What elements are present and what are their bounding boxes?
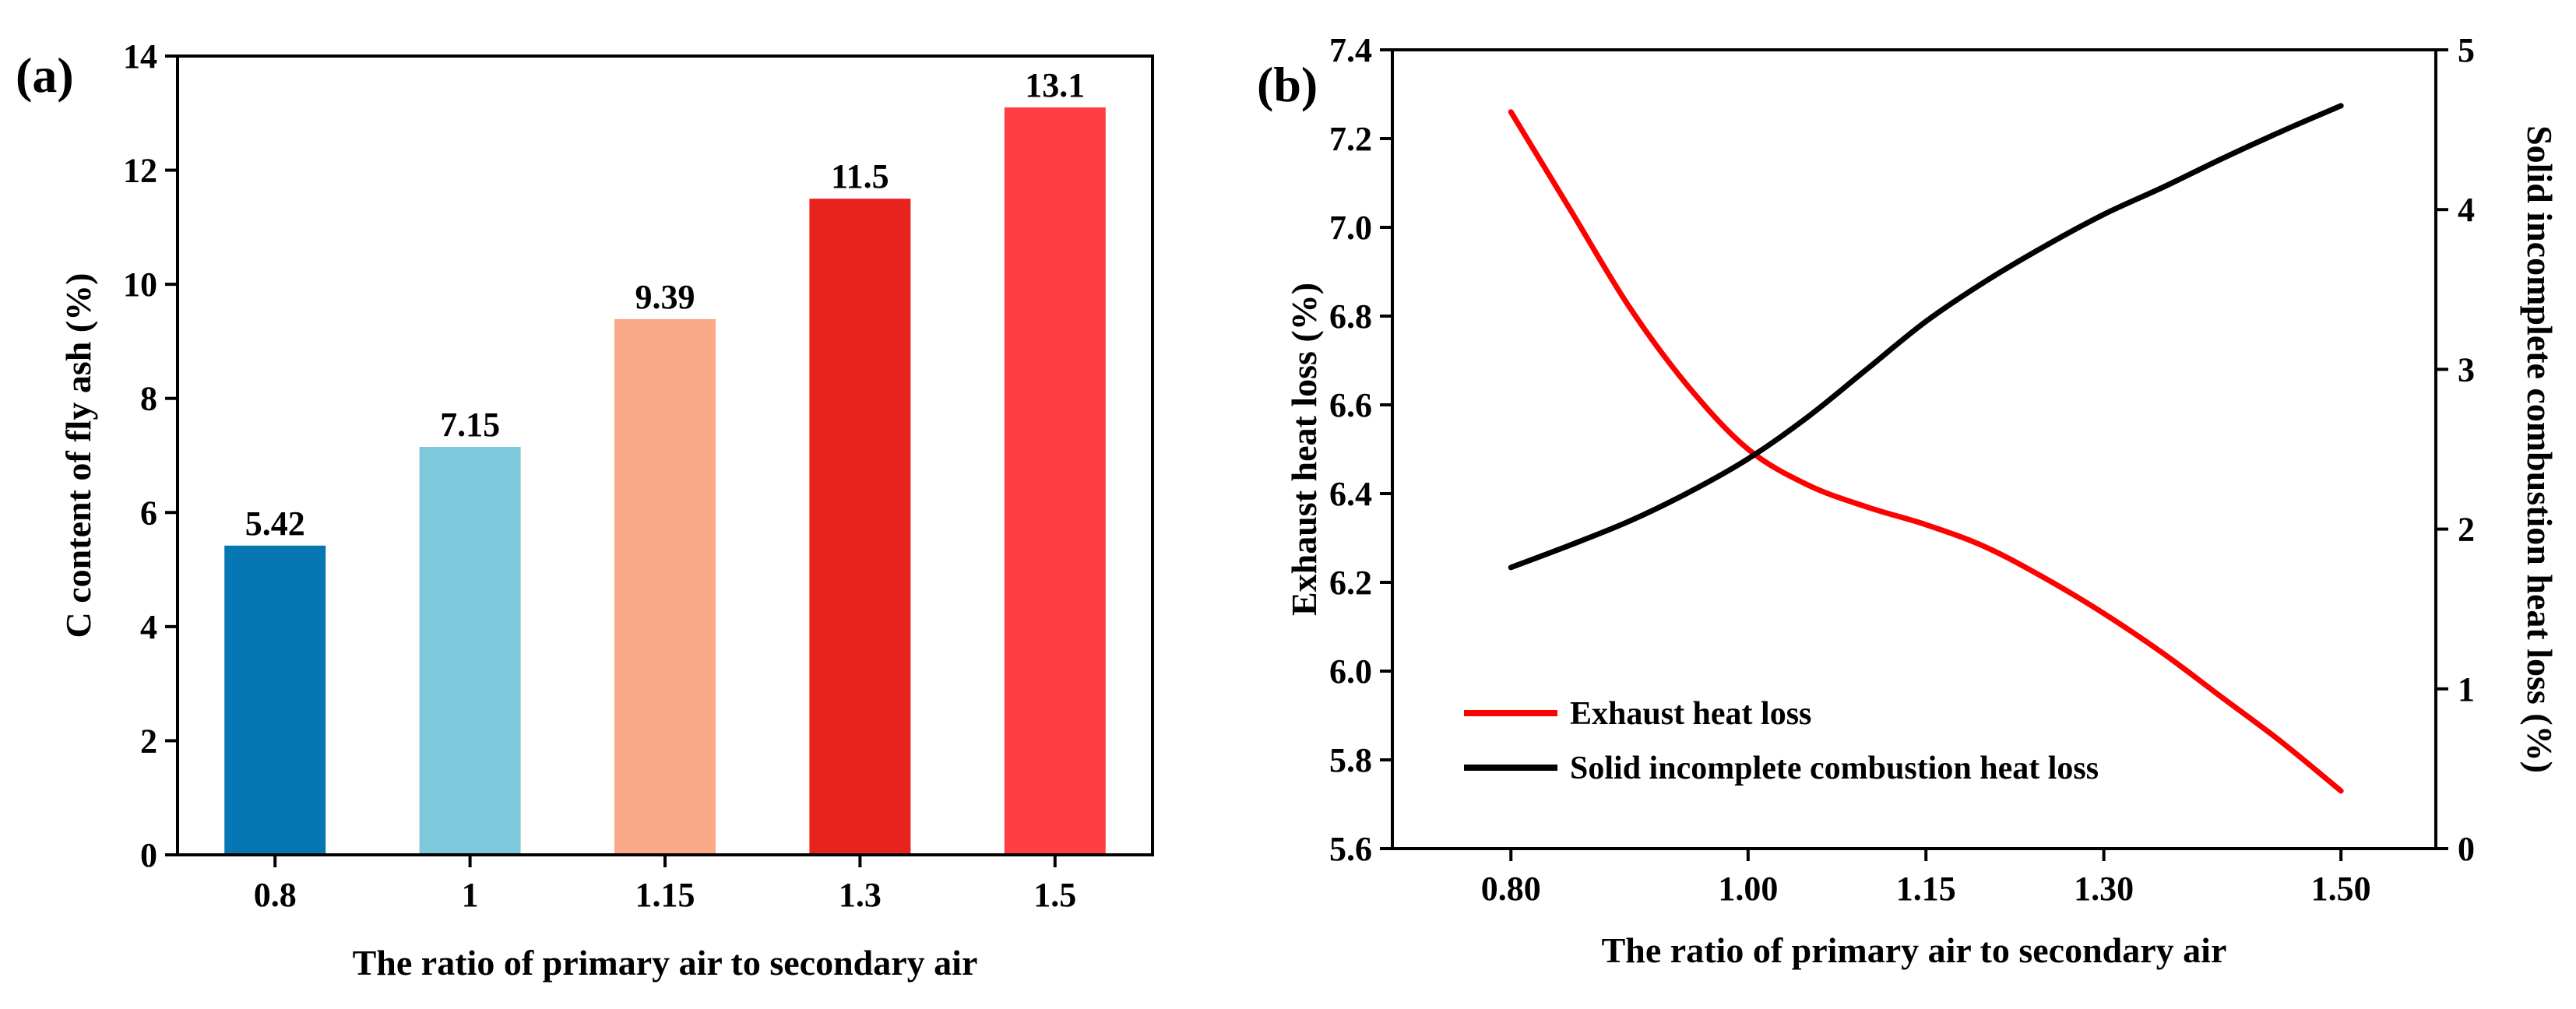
y-axis-title: C content of fly ash (%) (58, 273, 98, 638)
bar-value-label: 5.42 (245, 504, 305, 543)
y-tick-left-label: 6.6 (1329, 386, 1372, 424)
y-axis-left-title: Exhaust heat loss (%) (1284, 283, 1324, 616)
x-tick-label: 1.5 (1033, 876, 1076, 914)
bar (224, 545, 326, 855)
y-tick-left-label: 7.2 (1329, 120, 1372, 158)
line-chart-panel: (b) 5.6 5.8 6.0 6.2 6.4 6.6 6.8 7.0 7.2 7.4 0 1 2 3 4… (1257, 31, 2560, 970)
y-tick-label: 0 (140, 836, 157, 874)
y-tick-label: 12 (123, 152, 157, 190)
bar (1004, 107, 1106, 855)
y-tick-label: 14 (123, 37, 157, 76)
bar (809, 199, 911, 855)
x-tick-label: 0.80 (1481, 870, 1541, 908)
x-tick-label: 1.15 (1896, 870, 1956, 908)
y-tick-left-label: 6.0 (1329, 652, 1372, 691)
y-tick-left-label: 5.6 (1329, 830, 1372, 868)
y-tick-left-label: 6.2 (1329, 564, 1372, 602)
y-tick-right-label: 4 (2458, 191, 2475, 229)
plot-frame (1391, 48, 2437, 850)
bar-value-label: 9.39 (635, 278, 695, 316)
y-axis-right: 0 1 2 3 4 5 (2436, 31, 2475, 868)
legend-label-solid: Solid incomplete combustion heat loss (1570, 751, 2099, 786)
y-tick-right-label: 5 (2458, 31, 2475, 69)
x-axis: 0.80 1.00 1.15 1.30 1.50 (1481, 849, 2371, 908)
x-tick-label: 1.50 (2311, 870, 2371, 908)
y-tick-label: 8 (140, 380, 157, 418)
x-axis-title: The ratio of primary air to secondary ai… (1602, 930, 2227, 970)
y-axis-left: 5.6 5.8 6.0 6.2 6.4 6.6 6.8 7.0 7.2 7.4 (1329, 31, 1392, 868)
bar-group: 5.42 7.15 9.39 11.5 13.1 (224, 66, 1106, 855)
legend: Exhaust heat loss Solid incomplete combu… (1464, 696, 2099, 786)
panel-label: (b) (1257, 57, 1318, 112)
y-axis-right-title: Solid incomplete combustion heat loss (%… (2520, 125, 2560, 773)
y-tick-left-label: 5.8 (1329, 741, 1372, 779)
y-axis: 0 2 4 6 8 10 12 14 (123, 37, 178, 874)
bar-value-label: 7.15 (440, 406, 500, 444)
x-tick-label: 1 (462, 876, 479, 914)
y-tick-left-label: 7.4 (1329, 31, 1372, 69)
x-tick-label: 1.00 (1718, 870, 1778, 908)
y-tick-right-label: 2 (2458, 511, 2475, 549)
x-axis: 0.8 1 1.15 1.3 1.5 (254, 855, 1076, 914)
y-tick-right-label: 1 (2458, 670, 2475, 708)
y-tick-left-label: 7.0 (1329, 209, 1372, 247)
series-line-exhaust-heat-loss (1508, 109, 2344, 794)
y-tick-label: 10 (123, 265, 157, 304)
x-tick-label: 1.30 (2074, 870, 2134, 908)
bar-value-label: 13.1 (1025, 66, 1085, 104)
panel-label: (a) (16, 47, 74, 103)
y-tick-left-label: 6.4 (1329, 475, 1372, 513)
legend-label-exhaust: Exhaust heat loss (1570, 696, 1811, 732)
x-tick-label: 0.8 (254, 876, 297, 914)
x-axis-title: The ratio of primary air to secondary ai… (353, 943, 978, 983)
bar-value-label: 11.5 (831, 157, 889, 195)
y-tick-label: 6 (140, 494, 157, 532)
y-tick-right-label: 0 (2458, 830, 2475, 868)
y-tick-label: 2 (140, 722, 157, 760)
line-group (1508, 103, 2344, 794)
y-tick-right-label: 3 (2458, 350, 2475, 388)
bar (419, 447, 521, 855)
y-tick-label: 4 (140, 608, 157, 646)
x-tick-label: 1.3 (839, 876, 882, 914)
bar (614, 318, 716, 855)
series-line-solid-incomplete-combustion (1508, 103, 2344, 571)
y-tick-left-label: 6.8 (1329, 297, 1372, 336)
x-tick-label: 1.15 (635, 876, 695, 914)
